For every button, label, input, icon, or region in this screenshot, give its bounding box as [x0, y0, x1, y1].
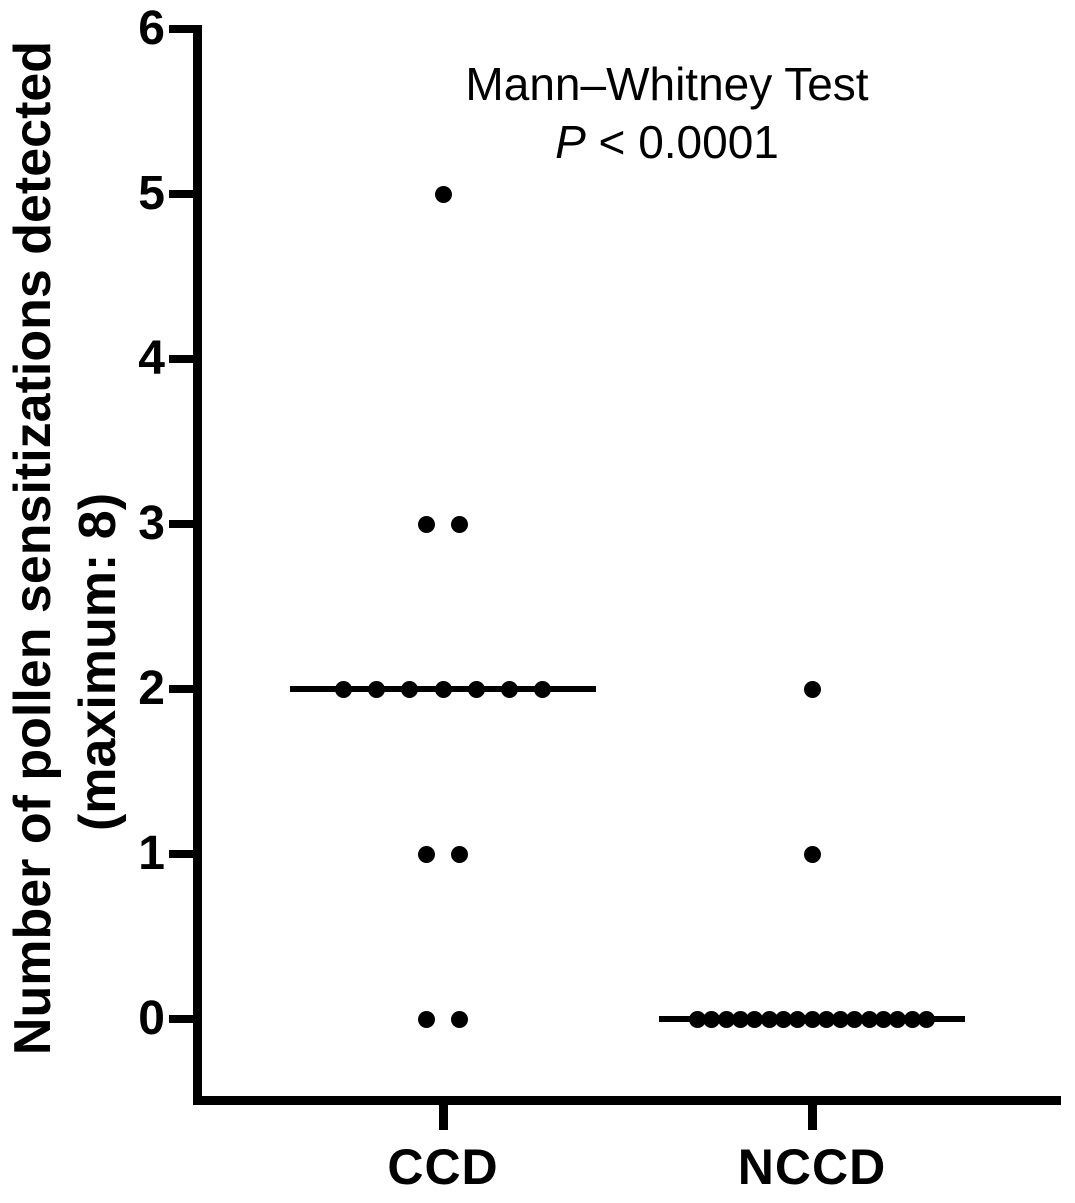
data-point	[417, 515, 435, 533]
data-point	[803, 680, 821, 698]
y-tick-label: 5	[138, 167, 165, 220]
y-axis-tick	[169, 685, 197, 693]
y-axis-title-line1: Number of pollen sensitizations detected	[4, 40, 62, 1056]
data-point	[451, 1010, 469, 1028]
data-point	[368, 680, 386, 698]
stats-annotation: Mann–Whitney Test P < 0.0001	[465, 55, 868, 171]
data-point	[860, 1010, 878, 1028]
x-axis-line	[193, 1096, 1061, 1105]
data-point	[903, 1010, 921, 1028]
y-axis-line	[193, 25, 202, 1105]
data-point	[500, 680, 518, 698]
x-axis-tick	[438, 1100, 448, 1130]
data-point	[451, 845, 469, 863]
data-point	[703, 1010, 721, 1028]
data-point	[889, 1010, 907, 1028]
data-point	[434, 680, 452, 698]
data-point	[746, 1010, 764, 1028]
p-value-text: < 0.0001	[585, 116, 779, 168]
data-point	[417, 845, 435, 863]
data-point	[817, 1010, 835, 1028]
data-point	[334, 680, 352, 698]
y-axis-tick	[169, 355, 197, 363]
data-point	[732, 1010, 749, 1028]
y-tick-label: 1	[138, 827, 165, 880]
x-category-label: NCCD	[737, 1139, 887, 1195]
data-point	[803, 1010, 821, 1028]
y-tick-label: 2	[138, 662, 165, 715]
data-point	[875, 1010, 892, 1028]
y-axis-tick	[169, 520, 197, 528]
data-point	[534, 680, 552, 698]
data-point	[803, 845, 821, 863]
data-point	[417, 1010, 435, 1028]
data-point	[717, 1010, 735, 1028]
data-point	[434, 185, 452, 203]
data-point	[789, 1010, 807, 1028]
data-point	[467, 680, 485, 698]
annotation-p-value: P < 0.0001	[465, 113, 868, 171]
y-tick-label: 0	[138, 992, 165, 1045]
y-tick-label: 3	[138, 497, 165, 550]
y-axis-tick	[169, 25, 197, 33]
data-point	[451, 515, 469, 533]
x-axis-tick	[807, 1100, 817, 1130]
data-point	[832, 1010, 850, 1028]
y-tick-label: 4	[138, 332, 165, 385]
data-point	[401, 680, 419, 698]
y-axis-tick	[169, 1015, 197, 1023]
p-symbol: P	[555, 116, 586, 168]
y-axis-tick	[169, 190, 197, 198]
x-category-label: CCD	[387, 1139, 499, 1195]
data-point	[689, 1010, 707, 1028]
y-tick-label: 6	[138, 2, 165, 55]
data-point	[917, 1010, 935, 1028]
y-axis-tick	[169, 850, 197, 858]
data-point	[760, 1010, 778, 1028]
data-point	[774, 1010, 792, 1028]
annotation-test-name: Mann–Whitney Test	[465, 58, 869, 110]
data-point	[846, 1010, 864, 1028]
